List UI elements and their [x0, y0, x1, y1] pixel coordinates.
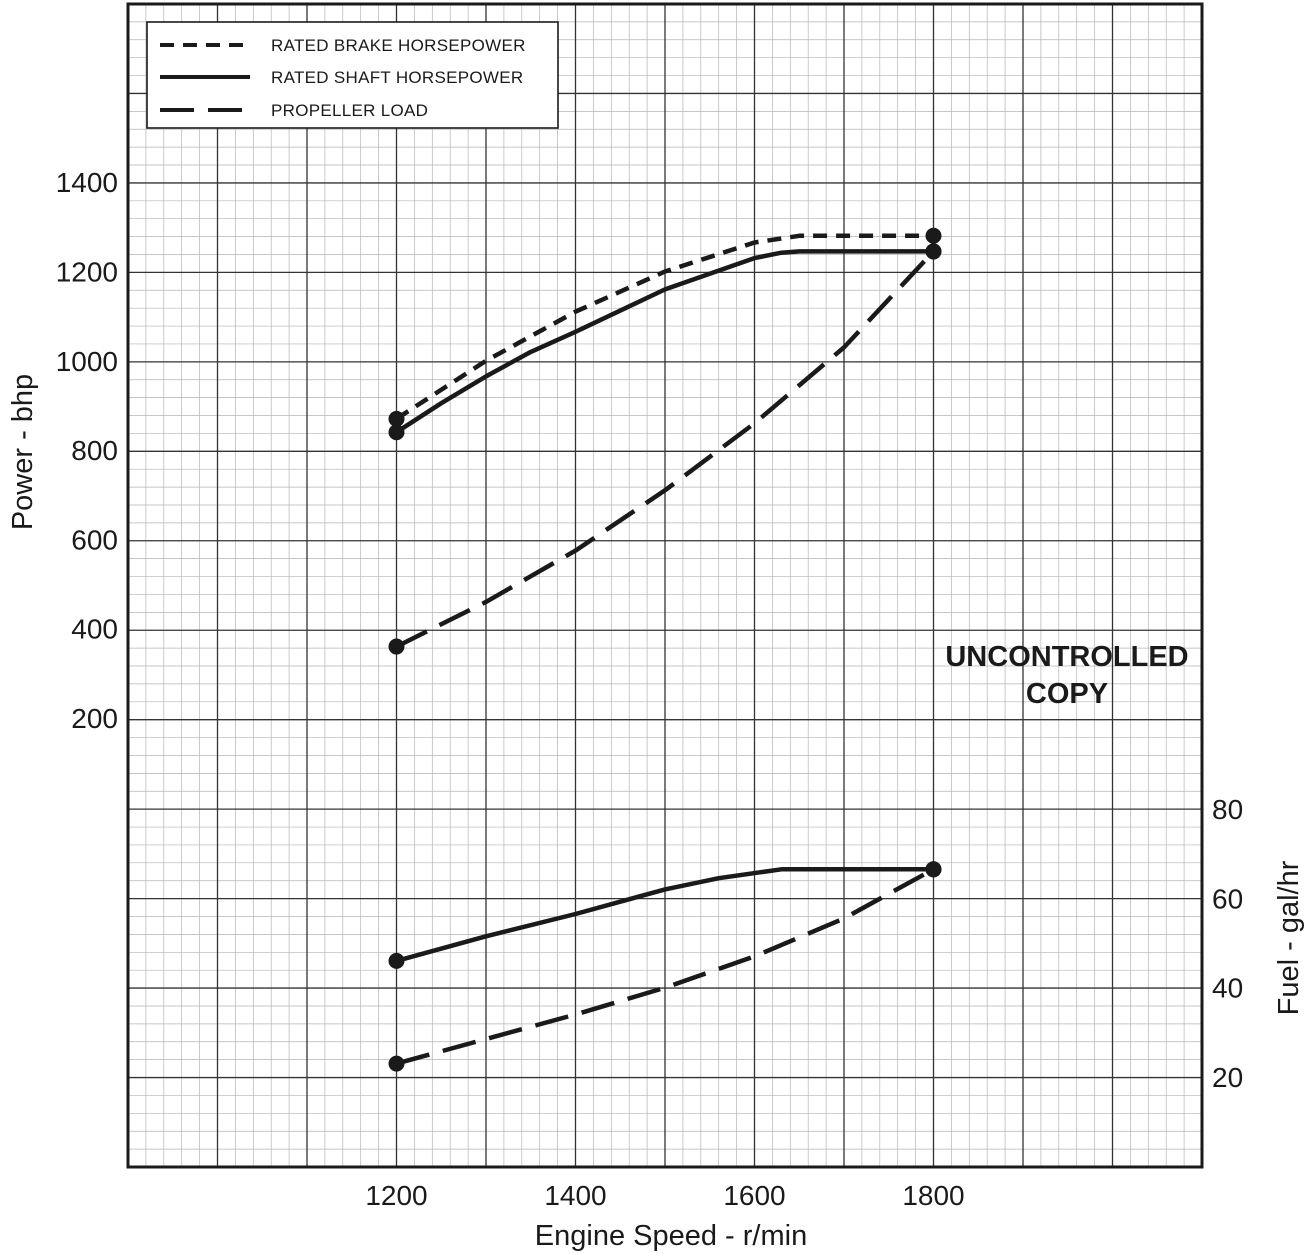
x-tick-label: 1600 — [723, 1180, 785, 1211]
propeller-load-fuel-point — [388, 1055, 405, 1072]
power-tick-label: 1400 — [56, 167, 118, 198]
rated-brake-horsepower-power-point — [925, 227, 942, 244]
legend: RATED BRAKE HORSEPOWER RATED SHAFT HORSE… — [146, 21, 559, 129]
rated-shaft-horsepower-fuel-point — [388, 952, 405, 969]
fuel-axis-ticks: 20 40 60 80 — [1212, 794, 1243, 1093]
power-tick-label: 1000 — [56, 346, 118, 377]
rated-shaft-horsepower-power-line — [395, 249, 934, 435]
x-tick-label: 1800 — [902, 1180, 964, 1211]
x-tick-label: 1200 — [365, 1180, 427, 1211]
power-tick-label: 1200 — [56, 257, 118, 288]
propeller-load-power-line — [395, 249, 936, 649]
power-tick-label: 600 — [71, 524, 118, 555]
x-axis-ticks: 1200 1400 1600 1800 — [365, 1180, 964, 1211]
legend-label-propeller: PROPELLER LOAD — [271, 101, 428, 120]
power-axis-label: Power - bhp — [7, 374, 39, 530]
legend-label-shaft: RATED SHAFT HORSEPOWER — [271, 68, 524, 87]
power-tick-label: 400 — [71, 614, 118, 645]
rated-shaft-horsepower-power-point — [388, 424, 405, 441]
x-tick-label: 1400 — [544, 1180, 606, 1211]
fuel-axis-label: Fuel - gal/hr — [1273, 860, 1305, 1015]
propeller-load-fuel-point — [925, 861, 942, 878]
stamp-line-1: UNCONTROLLED — [945, 641, 1188, 673]
plot-frame — [126, 2, 1204, 1169]
rated-brake-horsepower-power-point — [388, 410, 405, 427]
rated-brake-horsepower-power-line — [395, 233, 934, 421]
stamp-line-2: COPY — [1026, 678, 1108, 710]
x-axis-label: Engine Speed - r/min — [535, 1220, 807, 1252]
power-tick-label: 200 — [71, 703, 118, 734]
power-axis-ticks: 200 400 600 800 1000 1200 1400 — [56, 167, 118, 734]
power-tick-label: 800 — [71, 435, 118, 466]
rated-shaft-horsepower-fuel-line — [395, 867, 934, 964]
fuel-tick-label: 20 — [1212, 1062, 1243, 1093]
series-layer — [388, 227, 942, 1072]
legend-label-brake: RATED BRAKE HORSEPOWER — [271, 36, 526, 55]
fuel-tick-label: 40 — [1212, 973, 1243, 1004]
propeller-load-power-point — [388, 638, 405, 655]
fuel-tick-label: 80 — [1212, 794, 1243, 825]
major-grid — [128, 4, 1202, 1167]
propeller-load-power-point — [925, 243, 942, 260]
fuel-tick-label: 60 — [1212, 883, 1243, 914]
